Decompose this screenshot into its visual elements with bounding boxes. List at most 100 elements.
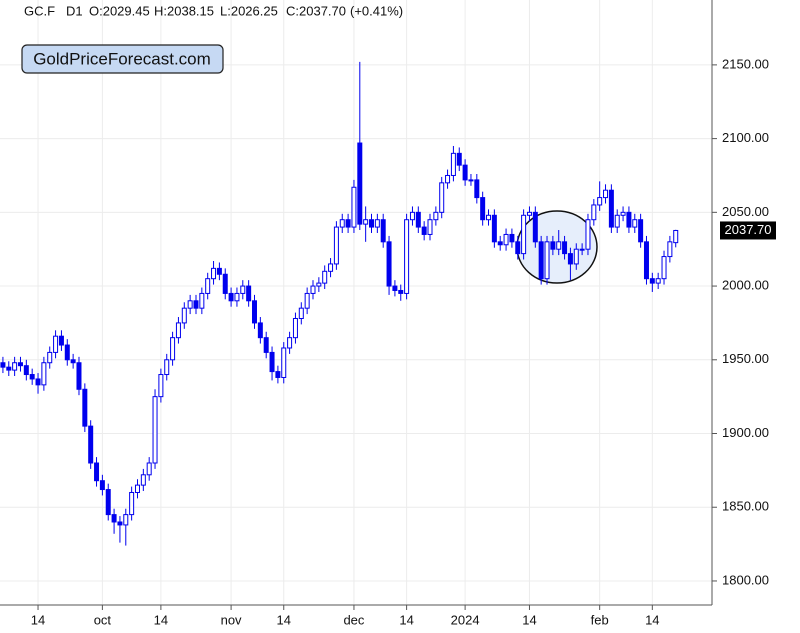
y-tick-label: 2000.00 <box>722 277 769 292</box>
candle-body <box>556 241 562 250</box>
candle-body <box>94 462 100 482</box>
candle-body <box>17 362 23 367</box>
candle-body <box>632 219 638 228</box>
candle-body <box>526 211 532 216</box>
candle-body <box>322 270 328 284</box>
candle-body <box>620 211 626 216</box>
candle-body <box>12 362 18 371</box>
candle-body <box>199 292 205 309</box>
x-tick-label: 14 <box>31 612 45 627</box>
candle-body <box>351 186 357 228</box>
x-tick-label: 2024 <box>451 612 480 627</box>
candle-body <box>181 307 187 324</box>
candle-body <box>643 241 649 280</box>
candle-body <box>550 241 556 250</box>
candle-body <box>369 219 375 228</box>
candle-body <box>41 362 47 386</box>
candle-body <box>585 219 591 250</box>
candle-body <box>281 347 287 378</box>
candle-body <box>164 359 170 376</box>
candle-body <box>538 241 544 280</box>
candle-body <box>573 248 579 265</box>
candle-body <box>298 307 304 319</box>
candle-body <box>257 322 263 339</box>
candle-body <box>439 182 445 213</box>
candle-body <box>333 226 339 265</box>
candle-body <box>608 189 614 228</box>
candle-body <box>251 300 257 324</box>
x-tick-label: nov <box>221 612 242 627</box>
candle-body <box>129 491 135 516</box>
candle-body <box>35 378 41 386</box>
candle-body <box>638 219 644 243</box>
candle-body <box>292 317 298 339</box>
candle-body <box>216 267 222 275</box>
candle-body <box>269 351 275 373</box>
y-tick-label: 1900.00 <box>722 425 769 440</box>
candles <box>0 61 679 546</box>
candle-body <box>626 211 632 228</box>
candle-body <box>433 211 439 221</box>
open-value: O:2029.45 <box>89 3 150 18</box>
candle-body <box>175 322 181 339</box>
candle-body <box>205 278 211 294</box>
candle-body <box>445 174 451 184</box>
candle-body <box>304 292 310 309</box>
candle-body <box>152 396 158 464</box>
candle-body <box>310 285 316 294</box>
candle-body <box>567 253 573 265</box>
candle-body <box>211 267 217 280</box>
candle-body <box>47 351 53 364</box>
high-value: H:2038.15 <box>154 3 214 18</box>
candle-body <box>532 211 538 243</box>
candle-body <box>603 189 609 199</box>
candle-body <box>468 179 474 182</box>
candle-body <box>123 514 129 526</box>
y-tick-label: 2050.00 <box>722 204 769 219</box>
x-tick-label: 14 <box>154 612 168 627</box>
last-price-box <box>720 221 776 240</box>
candle-body <box>427 219 433 235</box>
candle-body <box>450 152 456 176</box>
candle-body <box>562 241 568 255</box>
candle-body <box>29 374 35 380</box>
x-tick-label: feb <box>591 612 609 627</box>
candle-body <box>316 282 322 287</box>
candle-body <box>480 197 486 221</box>
candle-body <box>0 362 6 368</box>
y-tick-label: 1950.00 <box>722 351 769 366</box>
candle-body <box>591 204 597 221</box>
candle-body <box>345 219 351 228</box>
candle-body <box>456 152 462 166</box>
candle-body <box>521 214 527 255</box>
candle-body <box>6 366 12 371</box>
candle-body <box>134 484 140 493</box>
candle-body <box>486 214 492 221</box>
candle-body <box>228 292 234 302</box>
candle-body <box>53 335 59 353</box>
change-value: (+0.41%) <box>350 3 403 18</box>
candle-body <box>82 388 88 427</box>
timeframe: D1 <box>66 3 83 18</box>
candle-body <box>187 300 193 309</box>
candle-body <box>655 278 661 284</box>
logo: GoldPriceForecast.com <box>33 49 211 68</box>
candle-body <box>462 164 468 181</box>
candle-body <box>23 365 29 376</box>
x-tick-label: 14 <box>522 612 536 627</box>
candle-body <box>404 219 410 294</box>
candle-body <box>158 374 164 398</box>
candle-body <box>146 462 152 476</box>
x-tick-label: oct <box>94 612 112 627</box>
y-tick-label: 1850.00 <box>722 499 769 514</box>
candle-body <box>614 214 620 228</box>
candle-body <box>374 219 380 228</box>
candle-body <box>170 337 176 361</box>
candle-body <box>661 256 667 280</box>
candle-body <box>339 219 345 228</box>
candle-body <box>491 214 497 243</box>
candle-body <box>421 226 427 235</box>
y-tick-label: 2150.00 <box>722 56 769 71</box>
